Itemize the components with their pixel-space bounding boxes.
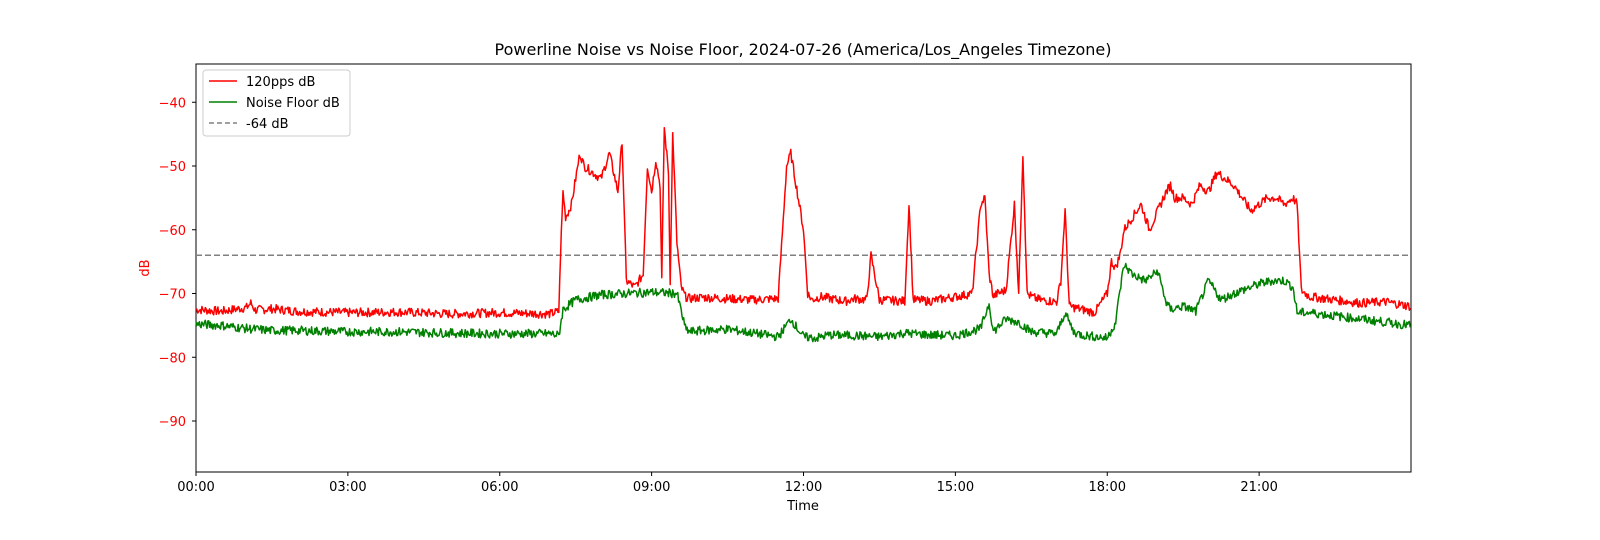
y-axis-label: dB <box>138 259 153 276</box>
x-tick-label: 03:00 <box>329 480 366 495</box>
x-tick-label: 00:00 <box>177 480 214 495</box>
plot-area <box>195 63 1412 473</box>
series-line <box>195 126 1411 319</box>
y-tick-label: −80 <box>159 351 186 366</box>
plot-frame <box>195 63 1412 473</box>
y-tick-label: −50 <box>159 160 186 175</box>
x-tick-label: 09:00 <box>633 480 670 495</box>
series-line <box>195 262 1411 343</box>
x-tick-label: 06:00 <box>481 480 518 495</box>
y-tick-label: −60 <box>159 224 186 239</box>
chart-title: Powerline Noise vs Noise Floor, 2024-07-… <box>495 40 1112 60</box>
x-axis-label: Time <box>786 499 819 514</box>
x-tick-label: 12:00 <box>785 480 822 495</box>
x-tick-label: 18:00 <box>1089 480 1126 495</box>
y-tick-label: −70 <box>159 288 186 303</box>
x-axis: 00:00 03:00 06:00 09:00 12:00 15:00 18:00 21:00 <box>177 472 1278 495</box>
legend-label: 120pps dB <box>246 75 315 90</box>
y-tick-label: −90 <box>159 415 186 430</box>
y-axis: −40 −50 −60 −70 −80 −90 <box>159 96 196 430</box>
legend-box <box>202 69 351 137</box>
legend: 120pps dB Noise Floor dB -64 dB <box>202 69 351 137</box>
legend-label: -64 dB <box>246 117 289 132</box>
x-tick-label: 21:00 <box>1240 480 1277 495</box>
legend-label: Noise Floor dB <box>246 96 340 111</box>
x-tick-label: 15:00 <box>937 480 974 495</box>
series-lines <box>195 126 1411 343</box>
y-tick-label: −40 <box>159 96 186 111</box>
